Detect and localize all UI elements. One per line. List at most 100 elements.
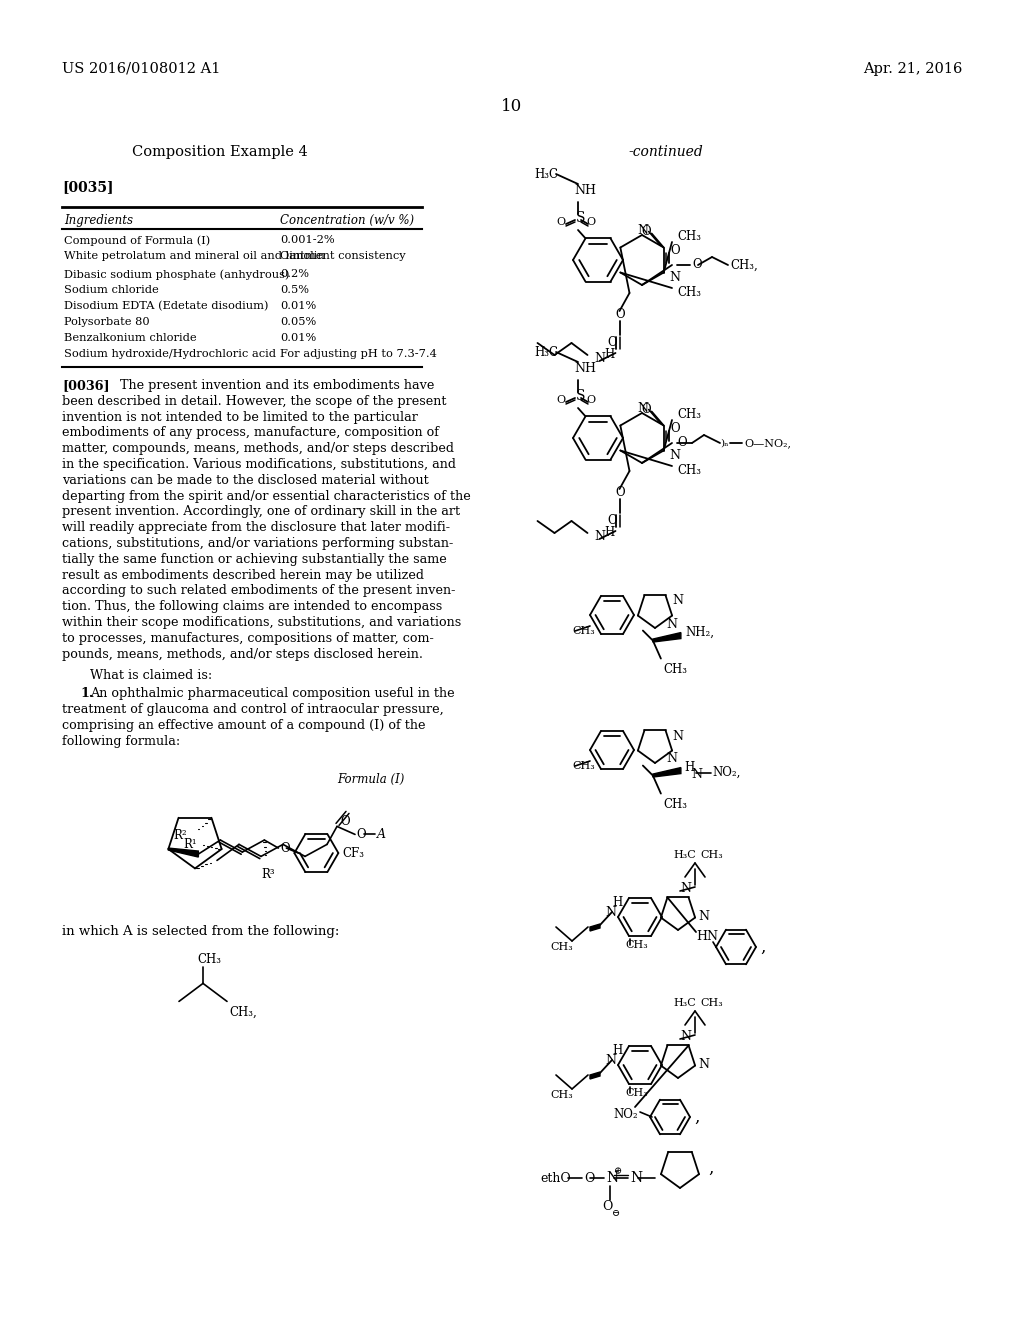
Text: N: N (669, 449, 680, 462)
Text: CH₃,: CH₃, (229, 1006, 257, 1019)
Text: 0.05%: 0.05% (280, 317, 316, 327)
Text: O: O (602, 1200, 612, 1213)
Text: 10: 10 (502, 98, 522, 115)
Text: ,: , (760, 939, 765, 956)
Text: in the specification. Various modifications, substitutions, and: in the specification. Various modificati… (62, 458, 456, 471)
Text: H: H (604, 527, 614, 540)
Text: N: N (630, 1171, 642, 1185)
Text: N: N (605, 1053, 616, 1067)
Text: O: O (356, 828, 366, 841)
Text: CH₃: CH₃ (700, 850, 723, 861)
Text: O: O (340, 814, 349, 828)
Text: tially the same function or achieving substantially the same: tially the same function or achieving su… (62, 553, 446, 566)
Text: CH₃: CH₃ (677, 465, 701, 478)
Text: ,: , (708, 1159, 714, 1176)
Text: ⊖: ⊖ (612, 1209, 621, 1218)
Text: Apr. 21, 2016: Apr. 21, 2016 (862, 62, 962, 77)
Text: to processes, manufactures, compositions of matter, com-: to processes, manufactures, compositions… (62, 632, 434, 644)
Text: HN: HN (696, 931, 718, 944)
Text: O: O (642, 224, 651, 238)
Text: N: N (698, 911, 709, 924)
Text: A: A (377, 828, 386, 841)
Text: What is claimed is:: What is claimed is: (90, 669, 212, 682)
Text: O—NO₂,: O—NO₂, (744, 438, 791, 447)
Text: 1.: 1. (80, 688, 93, 700)
Text: N: N (680, 883, 691, 895)
Text: 0.01%: 0.01% (280, 333, 316, 343)
Text: H: H (604, 348, 614, 362)
Text: The present invention and its embodiments have: The present invention and its embodiment… (104, 379, 434, 392)
Text: 0.001-2%: 0.001-2% (280, 235, 335, 246)
Text: CH₃: CH₃ (677, 286, 701, 300)
Text: H₃C: H₃C (534, 168, 558, 181)
Polygon shape (653, 767, 681, 777)
Text: 0.5%: 0.5% (280, 285, 309, 294)
Text: NH: NH (574, 183, 596, 197)
Text: H: H (612, 895, 623, 908)
Text: Concentration (w/v %): Concentration (w/v %) (280, 214, 414, 227)
Polygon shape (653, 632, 681, 642)
Text: O: O (615, 309, 625, 322)
Text: O: O (556, 395, 565, 405)
Text: following formula:: following formula: (62, 735, 180, 747)
Text: H: H (612, 1044, 623, 1056)
Text: CH₃: CH₃ (197, 953, 221, 966)
Text: O: O (586, 395, 595, 405)
Text: according to such related embodiments of the present inven-: according to such related embodiments of… (62, 585, 456, 598)
Text: Ointment consistency: Ointment consistency (280, 251, 406, 261)
Text: An ophthalmic pharmaceutical composition useful in the: An ophthalmic pharmaceutical composition… (90, 688, 455, 700)
Text: CH₃: CH₃ (677, 408, 701, 421)
Text: invention is not intended to be limited to the particular: invention is not intended to be limited … (62, 411, 418, 424)
Text: cations, substitutions, and/or variations performing substan-: cations, substitutions, and/or variation… (62, 537, 454, 550)
Text: O: O (692, 259, 701, 272)
Text: R¹: R¹ (183, 838, 198, 850)
Text: CH₃: CH₃ (625, 1088, 648, 1098)
Text: O: O (586, 216, 595, 227)
Text: Ingredients: Ingredients (63, 214, 133, 227)
Text: ethO: ethO (540, 1172, 570, 1184)
Text: )ₙ: )ₙ (720, 438, 728, 447)
Text: comprising an effective amount of a compound (I) of the: comprising an effective amount of a comp… (62, 719, 426, 731)
Text: NO₂: NO₂ (613, 1109, 638, 1122)
Text: O: O (642, 403, 651, 416)
Text: Dibasic sodium phosphate (anhydrous): Dibasic sodium phosphate (anhydrous) (63, 269, 290, 280)
Text: been described in detail. However, the scope of the present: been described in detail. However, the s… (62, 395, 446, 408)
Text: CH₃: CH₃ (677, 231, 701, 243)
Text: [0036]: [0036] (62, 379, 110, 392)
Text: N: N (680, 1031, 691, 1044)
Text: O: O (607, 337, 617, 350)
Text: O: O (281, 842, 290, 854)
Text: treatment of glaucoma and control of intraocular pressure,: treatment of glaucoma and control of int… (62, 704, 443, 715)
Text: Formula (I): Formula (I) (338, 774, 406, 787)
Text: R³: R³ (261, 867, 275, 880)
Text: CH₃: CH₃ (572, 626, 595, 636)
Text: Benzalkonium chloride: Benzalkonium chloride (63, 333, 197, 343)
Text: O: O (607, 515, 617, 528)
Text: embodiments of any process, manufacture, composition of: embodiments of any process, manufacture,… (62, 426, 439, 440)
Text: pounds, means, methods, and/or steps disclosed herein.: pounds, means, methods, and/or steps dis… (62, 648, 423, 660)
Text: NH₂,: NH₂, (686, 626, 715, 639)
Text: H₃C: H₃C (534, 346, 558, 359)
Text: Disodium EDTA (Edetate disodium): Disodium EDTA (Edetate disodium) (63, 301, 268, 312)
Text: ⊕: ⊕ (614, 1167, 623, 1176)
Text: result as embodiments described herein may be utilized: result as embodiments described herein m… (62, 569, 424, 582)
Text: For adjusting pH to 7.3-7.4: For adjusting pH to 7.3-7.4 (280, 348, 437, 359)
Text: -continued: -continued (628, 145, 702, 158)
Text: 0.01%: 0.01% (280, 301, 316, 312)
Text: matter, compounds, means, methods, and/or steps described: matter, compounds, means, methods, and/o… (62, 442, 454, 455)
Text: CH₃: CH₃ (550, 1090, 572, 1100)
Text: N: N (595, 529, 605, 543)
Text: H₃C: H₃C (673, 850, 695, 861)
Text: NO₂,: NO₂, (713, 766, 741, 779)
Text: R²: R² (173, 829, 187, 842)
Text: CH₃: CH₃ (572, 762, 595, 771)
Polygon shape (168, 847, 199, 857)
Text: 0.2%: 0.2% (280, 269, 309, 279)
Text: Composition Example 4: Composition Example 4 (132, 145, 308, 158)
Text: CF₃: CF₃ (342, 846, 365, 859)
Text: Polysorbate 80: Polysorbate 80 (63, 317, 150, 327)
Text: N: N (666, 752, 677, 766)
Text: will readily appreciate from the disclosure that later modifi-: will readily appreciate from the disclos… (62, 521, 450, 535)
Text: N: N (669, 271, 680, 284)
Text: N: N (672, 730, 683, 742)
